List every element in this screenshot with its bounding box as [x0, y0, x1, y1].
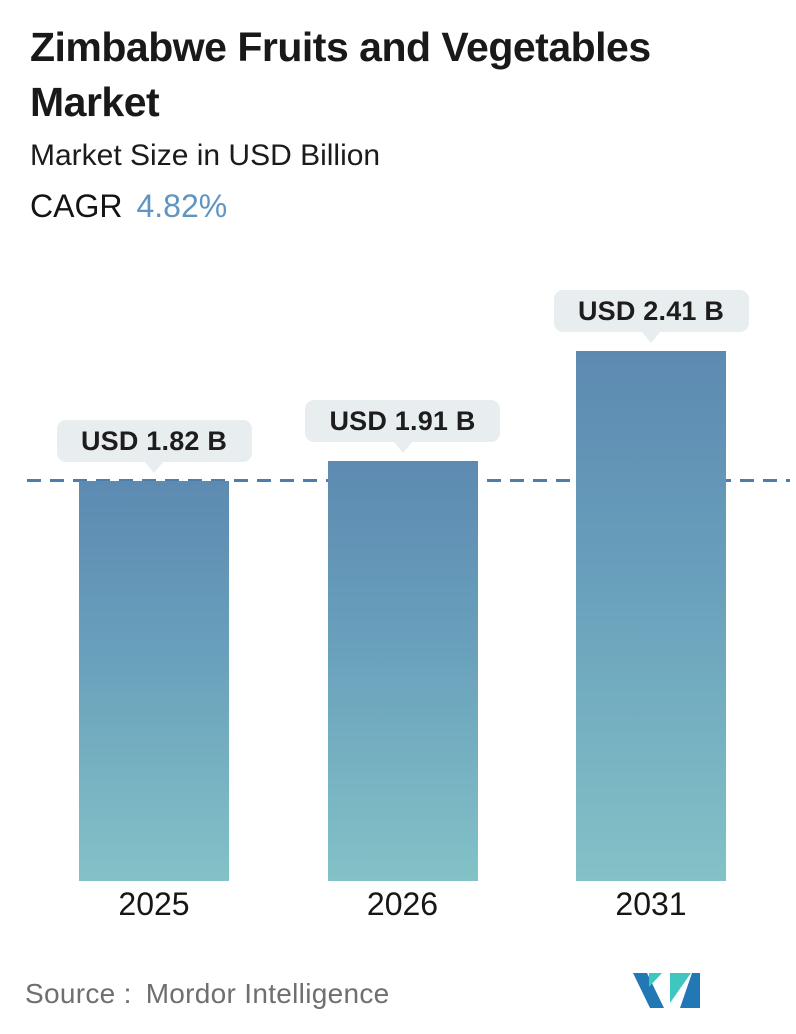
value-bubble-2025: USD 1.82 B	[56, 419, 252, 473]
bubble-pointer	[144, 460, 164, 473]
source-attribution: Source : Mordor Intelligence	[25, 978, 390, 1010]
year-label-2025: 2025	[118, 886, 190, 922]
year-label-2031: 2031	[615, 886, 687, 922]
logo-right-blue-shape	[680, 973, 700, 1008]
bar-2026	[327, 460, 478, 881]
page-title: Zimbabwe Fruits and Vegetables Market	[30, 24, 651, 125]
cagr-line: CAGR 4.82%	[30, 188, 227, 225]
year-label-2026: 2026	[366, 886, 439, 922]
source-label: Source :	[25, 978, 132, 1009]
bar-2025	[79, 480, 229, 881]
logo-right-teal-shape	[670, 973, 691, 1003]
bubble-pointer	[641, 330, 661, 343]
chart-subtitle: Market Size in USD Billion	[30, 139, 381, 172]
value-bubble-2026: USD 1.91 B	[305, 399, 500, 453]
mordor-intelligence-logo	[633, 973, 700, 1008]
cagr-label: CAGR	[30, 188, 123, 224]
logo-left-blue-shape	[633, 973, 664, 1008]
bar-2031	[576, 350, 726, 881]
cagr-value: 4.82%	[136, 188, 228, 224]
bubble-pointer	[392, 440, 413, 453]
logo-left-teal-shape	[649, 973, 662, 987]
value-bubble-2031: USD 2.41 B	[553, 289, 749, 343]
source-name: Mordor Intelligence	[145, 978, 390, 1009]
